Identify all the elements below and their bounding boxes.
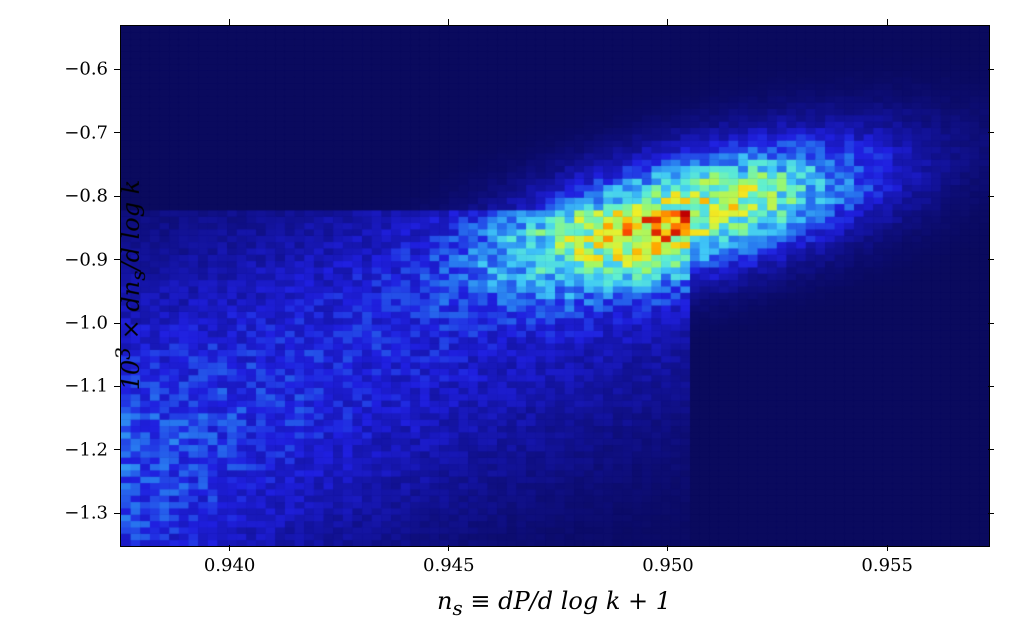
x-tick-mark [229, 545, 230, 551]
y-tick-label: −0.9 [64, 249, 108, 270]
plot-area [120, 25, 990, 547]
y-tick-label: −1.3 [64, 503, 108, 524]
x-tick-mark [887, 19, 888, 25]
y-tick-label: −0.8 [64, 186, 108, 207]
y-tick-label: −1.0 [64, 313, 108, 334]
y-tick-label: −0.6 [64, 59, 108, 80]
y-tick-mark [988, 132, 994, 133]
y-tick-mark [988, 196, 994, 197]
y-tick-mark [114, 132, 120, 133]
x-tick-mark [448, 19, 449, 25]
x-tick-label: 0.945 [423, 555, 475, 576]
y-tick-mark [988, 513, 994, 514]
density-heatmap-chart: 0.940 0.945 0.950 0.955 −1.3 −1.2 −1.1 −1.0 −0.9… [0, 0, 1024, 632]
x-tick-mark [667, 19, 668, 25]
y-tick-label: −1.2 [64, 439, 108, 460]
heatmap-canvas [121, 26, 989, 546]
x-tick-label: 0.940 [204, 555, 256, 576]
y-tick-mark [988, 259, 994, 260]
x-tick-label: 0.955 [861, 555, 913, 576]
x-tick-mark [229, 19, 230, 25]
y-tick-mark [114, 513, 120, 514]
x-tick-mark [448, 545, 449, 551]
y-tick-mark [988, 449, 994, 450]
y-tick-label: −1.1 [64, 376, 108, 397]
y-tick-mark [988, 69, 994, 70]
x-tick-mark [667, 545, 668, 551]
y-tick-mark [114, 69, 120, 70]
x-tick-label: 0.950 [642, 555, 694, 576]
x-tick-mark [887, 545, 888, 551]
y-tick-label: −0.7 [64, 122, 108, 143]
y-tick-mark [988, 323, 994, 324]
y-axis-label: 103 × dns/d log k [111, 180, 150, 391]
y-tick-mark [988, 386, 994, 387]
x-axis-label: ns ≡ dP/d log k + 1 [437, 587, 671, 620]
y-tick-mark [114, 449, 120, 450]
